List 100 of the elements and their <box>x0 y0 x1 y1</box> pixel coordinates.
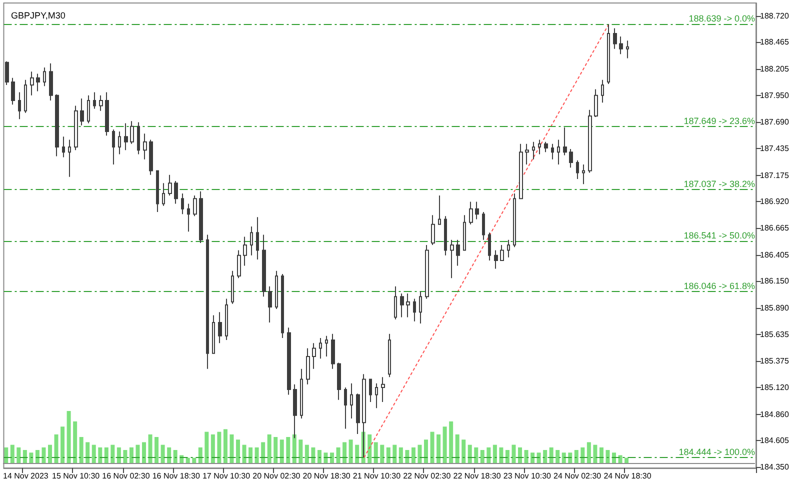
candlestick <box>469 201 473 225</box>
candlestick <box>74 105 78 151</box>
bar <box>405 450 410 463</box>
candlestick <box>49 62 53 102</box>
bar <box>342 442 347 463</box>
x-tick-label: 16 Nov 02:30 <box>102 472 150 480</box>
candlestick <box>43 67 46 87</box>
y-tick-label: 184.605 <box>760 436 790 446</box>
bar <box>123 450 128 463</box>
candlestick <box>538 139 541 155</box>
candlestick <box>206 234 209 370</box>
x-tick-label: 24 Nov 18:30 <box>604 472 652 480</box>
candlestick <box>312 342 316 370</box>
bar <box>311 447 316 463</box>
bar <box>4 447 8 463</box>
bar <box>160 444 165 463</box>
bar <box>186 458 190 463</box>
bar <box>549 447 554 463</box>
bar <box>618 455 622 463</box>
x-tick-label: 22 Nov 02:30 <box>403 472 452 480</box>
candlestick <box>124 122 128 151</box>
y-tick-label: 185.375 <box>760 356 790 366</box>
bar <box>92 444 96 463</box>
bar <box>261 442 266 463</box>
bar <box>536 452 541 463</box>
bar <box>42 447 46 463</box>
candlestick <box>306 348 310 385</box>
x-tick-label: 20 Nov 18:30 <box>302 472 351 480</box>
bar <box>530 452 535 463</box>
bar <box>254 447 259 463</box>
bar <box>236 440 240 463</box>
y-tick-label: 186.405 <box>760 250 790 260</box>
bar <box>599 447 604 463</box>
candlestick <box>438 195 441 225</box>
candlestick <box>168 174 172 196</box>
bar <box>167 447 172 463</box>
candlestick <box>488 232 491 262</box>
candlestick <box>375 382 378 409</box>
bar <box>210 434 215 463</box>
bar <box>292 434 296 463</box>
y-tick-label: 184.860 <box>760 410 790 419</box>
bar <box>586 442 591 463</box>
bar <box>518 447 522 463</box>
bar <box>374 442 378 463</box>
candlestick <box>494 250 498 270</box>
y-tick-label: 187.435 <box>760 144 790 154</box>
candlestick <box>350 382 353 419</box>
y-tick-label: 186.920 <box>760 197 790 206</box>
bar <box>492 444 497 463</box>
candlestick <box>444 216 447 256</box>
bar <box>267 434 272 463</box>
candlestick <box>519 143 523 200</box>
ref-line-label: 187.037 -> 38.2% <box>684 178 755 189</box>
candlestick <box>413 298 416 322</box>
bar <box>192 458 196 463</box>
y-tick-label: 185.635 <box>760 330 790 339</box>
bar <box>330 452 334 463</box>
candlestick <box>24 79 27 114</box>
bar <box>116 447 121 463</box>
bar <box>66 411 71 463</box>
bar <box>286 437 290 463</box>
bar <box>612 452 616 463</box>
candlestick <box>344 386 347 430</box>
bar <box>562 452 566 463</box>
candlestick <box>250 226 253 256</box>
ref-line-label: 188.639 -> 0.0% <box>688 14 755 24</box>
candlestick <box>337 362 341 400</box>
candlestick <box>181 192 184 215</box>
x-tick-label: 21 Nov 10:30 <box>352 472 402 480</box>
candlestick <box>262 234 266 298</box>
bar <box>304 444 309 463</box>
candlestick <box>544 141 548 153</box>
candlestick <box>268 286 272 323</box>
candlestick <box>218 312 222 344</box>
candlestick <box>369 378 372 402</box>
bar <box>248 447 253 463</box>
bar <box>499 447 504 463</box>
y-tick-label: 188.205 <box>760 64 790 74</box>
bar <box>29 452 34 463</box>
bar <box>436 434 441 463</box>
bar <box>474 447 478 463</box>
y-tick-label: 186.665 <box>760 224 790 233</box>
candlestick <box>319 337 322 360</box>
candlestick <box>607 24 610 85</box>
bar <box>10 444 14 463</box>
candlestick <box>381 376 385 402</box>
bar <box>230 434 234 463</box>
bar <box>505 450 510 463</box>
bar <box>242 444 246 463</box>
candlestick <box>149 139 153 176</box>
candlestick <box>475 201 479 220</box>
candlestick <box>425 244 429 300</box>
candlestick <box>275 270 278 310</box>
bar <box>48 444 52 463</box>
candlestick <box>287 327 291 396</box>
bar <box>204 432 209 463</box>
ref-line-label: 186.046 -> 61.8% <box>684 280 755 291</box>
candlestick <box>93 92 96 110</box>
bar <box>35 450 40 463</box>
y-tick-label: 186.150 <box>760 276 790 286</box>
